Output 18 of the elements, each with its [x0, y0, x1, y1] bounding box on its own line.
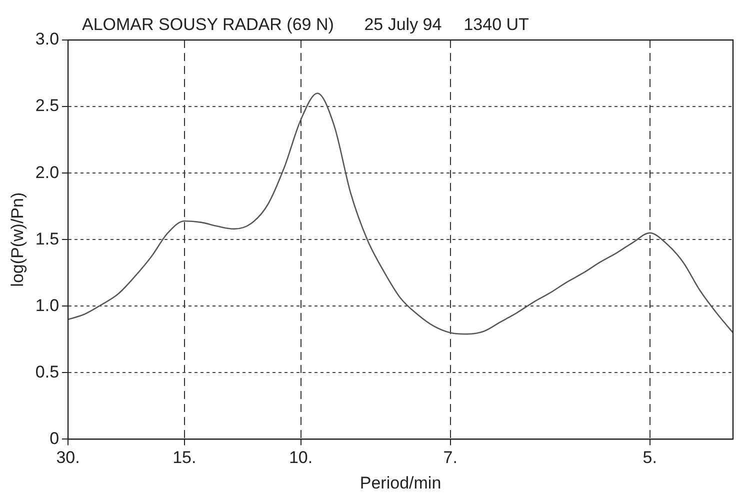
chart-title: ALOMAR SOUSY RADAR (69 N) [82, 15, 334, 34]
x-tick-label: 5. [642, 448, 657, 468]
x-tick-label: 10. [288, 448, 313, 468]
x-tick-label: 7. [443, 448, 458, 468]
x-axis-title: Period/min [360, 473, 442, 492]
text: 1340 UT [464, 15, 529, 34]
y-tick-label: 2.5 [35, 96, 60, 116]
y-tick-label: 0.5 [35, 362, 60, 382]
line-series [67, 92, 734, 335]
text: 25 July 94 [364, 15, 442, 34]
x-tick-label: 30. [56, 448, 80, 468]
y-axis-title: log(P(w)/Pn) [8, 192, 27, 287]
y-tick-label: 1.0 [35, 296, 60, 315]
x-tick-label: 15. [172, 448, 196, 468]
y-tick-label: 3.0 [35, 30, 60, 49]
y-tick-label: 2.0 [35, 162, 60, 182]
y-tick-label: 0 [50, 428, 60, 448]
y-tick-label: 1.5 [35, 229, 60, 248]
